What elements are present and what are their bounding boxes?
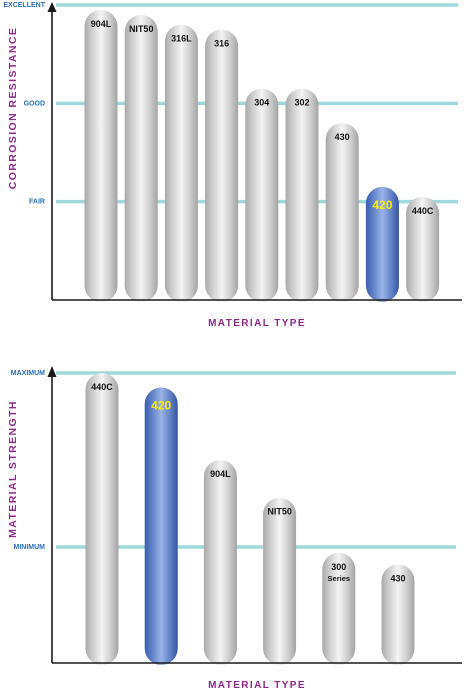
corrosion-bar-label-316: 316 <box>214 39 229 49</box>
corrosion-bar-label-420: 420 <box>372 198 392 212</box>
corrosion-bar-label-430: 430 <box>335 132 350 142</box>
corrosion-bar-302 <box>285 88 319 302</box>
strength-gridlines <box>56 371 456 549</box>
corrosion-tick-label-excellent: EXCELLENT <box>3 2 45 9</box>
strength-bar-label-300: 300 <box>331 562 346 572</box>
strength-y-axis-arrow <box>47 366 57 377</box>
strength-tick-labels: MINIMUM MAXIMUM <box>11 370 45 551</box>
corrosion-bar-316l <box>164 24 198 303</box>
strength-bar-label-nit50: NIT50 <box>267 507 292 517</box>
corrosion-bar-label-nit50: NIT50 <box>129 24 154 34</box>
corrosion-bars: 904L NIT50 316L 316 304 302 430 420 440C <box>84 9 440 303</box>
strength-bars: 440C 420 904L NIT50 300 Series 430 <box>85 373 415 665</box>
corrosion-bar-440c <box>406 196 440 302</box>
strength-bar-904l <box>203 460 237 665</box>
corrosion-tick-labels: FAIR GOOD EXCELLENT <box>3 2 45 206</box>
strength-bar-label-904l: 904L <box>210 469 231 479</box>
strength-bar-sublabel-300: Series <box>328 574 351 583</box>
corrosion-bar-label-302: 302 <box>294 98 309 108</box>
corrosion-bar-label-316l: 316L <box>171 34 192 44</box>
strength-tick-label-minimum: MINIMUM <box>14 544 46 551</box>
corrosion-bar-label-904l: 904L <box>91 19 112 29</box>
corrosion-bar-label-440c: 440C <box>412 206 434 216</box>
corrosion-chart: 904L NIT50 316L 316 304 302 430 420 440C FAIR GOO… <box>3 2 462 329</box>
strength-bar-430 <box>381 564 415 665</box>
strength-bar-label-420: 420 <box>151 399 171 413</box>
strength-bar-label-440c: 440C <box>91 382 113 392</box>
corrosion-x-axis-label: MATERIAL TYPE <box>208 318 306 329</box>
strength-x-axis-label: MATERIAL TYPE <box>208 680 306 691</box>
corrosion-bar-420 <box>365 186 399 302</box>
corrosion-bar-316 <box>205 29 239 302</box>
corrosion-bar-304 <box>245 88 279 302</box>
strength-bar-nit50 <box>263 497 297 665</box>
strength-bar-300 <box>322 552 356 665</box>
corrosion-bar-label-304: 304 <box>254 98 269 108</box>
corrosion-tick-label-fair: FAIR <box>29 199 45 206</box>
strength-chart: 440C 420 904L NIT50 300 Series 430 MINIMUM MAXI… <box>7 366 462 691</box>
corrosion-bar-nit50 <box>124 14 158 302</box>
strength-bar-label-430: 430 <box>390 573 405 583</box>
strength-bar-420 <box>144 387 178 665</box>
strength-bar-440c <box>85 373 119 665</box>
corrosion-bar-904l <box>84 9 118 303</box>
corrosion-tick-label-good: GOOD <box>24 100 45 107</box>
strength-y-axis-label: MATERIAL STRENGTH <box>7 400 19 538</box>
corrosion-bar-430 <box>325 123 359 302</box>
corrosion-y-axis-arrow <box>47 2 57 12</box>
strength-tick-label-maximum: MAXIMUM <box>11 370 45 377</box>
corrosion-y-axis-label: CORROSION RESISTANCE <box>7 27 19 190</box>
